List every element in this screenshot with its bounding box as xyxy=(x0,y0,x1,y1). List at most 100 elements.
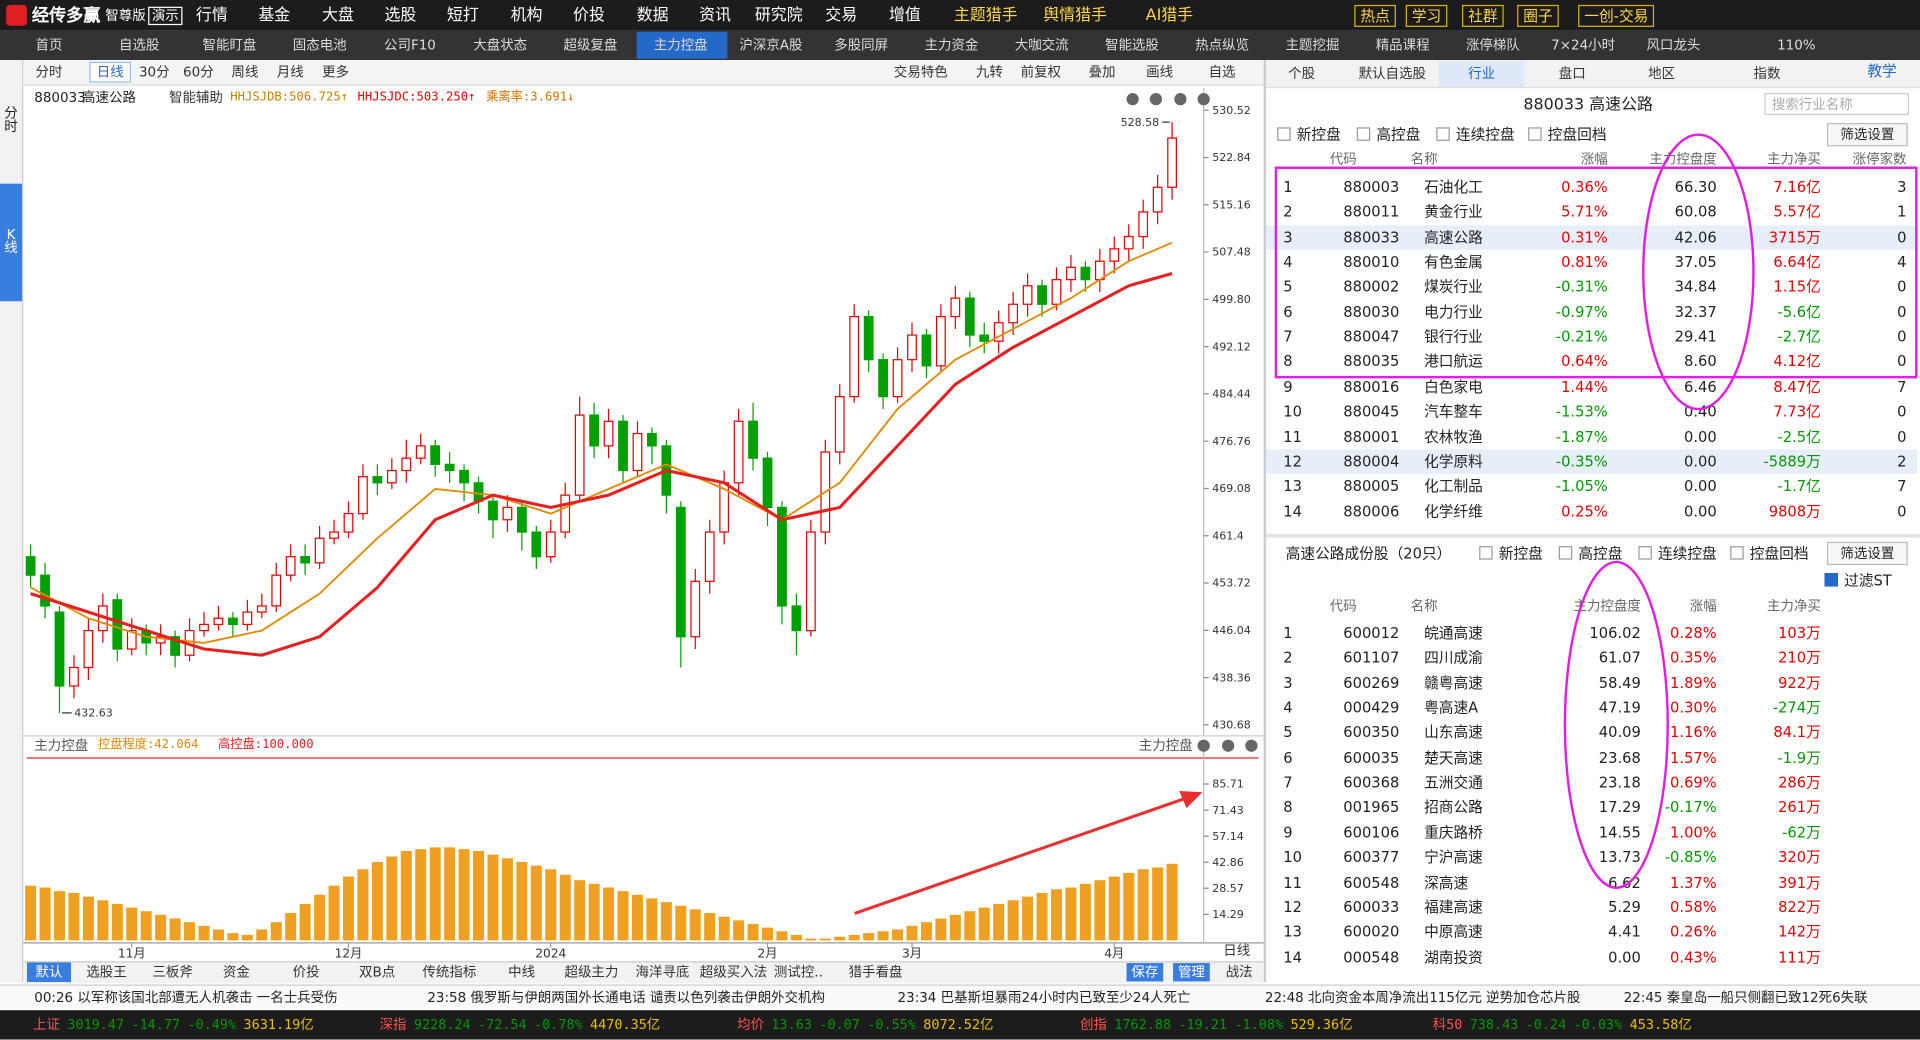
tab[interactable]: 多股同屏 xyxy=(834,37,889,54)
table-cell[interactable]: 深高速 xyxy=(1424,873,1469,891)
tab[interactable]: 大盘状态 xyxy=(473,37,528,54)
index-group[interactable]: 均价 13.63 -0.07 -0.55% 8072.52亿 xyxy=(737,1018,993,1031)
table-cell[interactable]: 湖南投资 xyxy=(1424,948,1483,966)
indicator-tab[interactable]: 中线 xyxy=(508,964,536,981)
menu-item[interactable]: 交易 xyxy=(825,6,858,26)
menu-item[interactable]: 增值 xyxy=(888,6,921,26)
table-cell[interactable]: 楚天高速 xyxy=(1424,749,1483,767)
tab[interactable]: 首页 xyxy=(35,37,63,54)
table-cell[interactable]: 五洲交通 xyxy=(1424,773,1483,792)
table-cell[interactable]: 重庆路桥 xyxy=(1424,823,1483,841)
tab[interactable]: 涨停梯队 xyxy=(1465,37,1520,54)
checkbox-label[interactable]: 新控盘 xyxy=(1498,544,1543,563)
menu-item[interactable]: 选股 xyxy=(384,6,417,26)
index-group[interactable]: 上证 3019.47 -14.77 -0.49% 3631.19亿 xyxy=(33,1018,314,1031)
indicator-tab[interactable]: 默认 xyxy=(35,964,63,981)
menu-item[interactable]: 数据 xyxy=(636,6,669,26)
tab[interactable]: 公司F10 xyxy=(384,37,436,54)
indicator-action[interactable]: 保存 xyxy=(1126,963,1164,982)
indicator-tab[interactable]: 资金 xyxy=(222,964,250,981)
checkbox[interactable] xyxy=(1638,546,1652,560)
menu-button[interactable]: 热点 xyxy=(1354,4,1396,27)
table-cell[interactable]: 银行行业 xyxy=(1424,328,1483,346)
period-button[interactable]: 日线 xyxy=(89,61,132,83)
checkbox[interactable] xyxy=(1436,127,1450,141)
tool-button[interactable]: 叠加 xyxy=(1088,64,1116,81)
menu-item[interactable]: 机构 xyxy=(510,6,543,26)
tab[interactable]: 精品课程 xyxy=(1375,37,1430,54)
news-item[interactable]: 00:26 以军称该国北部遭无人机袭击 一名士兵受伤 xyxy=(34,990,338,1006)
table-cell[interactable]: 皖通高速 xyxy=(1424,624,1483,642)
menu-item[interactable]: AI猎手 xyxy=(1145,6,1194,26)
table-cell[interactable]: 石油化工 xyxy=(1424,178,1483,196)
table-cell[interactable]: 化学原料 xyxy=(1424,452,1483,471)
table-cell[interactable]: 招商公路 xyxy=(1424,798,1483,817)
menu-item[interactable]: 短打 xyxy=(446,6,479,26)
table-cell[interactable]: 福建高速 xyxy=(1424,898,1483,916)
period-button[interactable]: 周线 xyxy=(231,64,259,81)
checkbox[interactable] xyxy=(1558,546,1573,560)
side-tab[interactable]: 分时 xyxy=(4,105,18,135)
tool-button[interactable]: 自选 xyxy=(1208,64,1236,81)
period-button[interactable]: 更多 xyxy=(322,64,349,81)
filter-button[interactable]: 筛选设置 xyxy=(1826,541,1908,566)
index-group[interactable]: 深指 9228.24 -72.54 -0.78% 4470.35亿 xyxy=(380,1018,661,1031)
news-item[interactable]: 23:58 俄罗斯与伊朗两国外长通电话 谴责以色列袭击伊朗外交机构 xyxy=(427,990,825,1006)
indicator-tab[interactable]: 双B点 xyxy=(359,964,396,981)
tool-button[interactable]: 交易特色 xyxy=(893,64,948,81)
menu-item[interactable]: 价投 xyxy=(573,6,605,26)
checkbox-label[interactable]: 连续控盘 xyxy=(1657,544,1717,563)
table-cell[interactable]: 宁沪高速 xyxy=(1424,848,1483,866)
news-item[interactable]: 23:34 巴基斯坦暴雨24小时内已致至少24人死亡 xyxy=(897,990,1191,1006)
table-cell[interactable]: 白色家电 xyxy=(1424,378,1483,396)
indicator-tab[interactable]: 选股王 xyxy=(86,964,127,981)
right-tab[interactable]: 个股 xyxy=(1288,65,1316,82)
search-box[interactable]: 搜索行业名称 xyxy=(1764,93,1909,116)
checkbox-label[interactable]: 高控盘 xyxy=(1376,126,1421,144)
table-cell[interactable]: 四川成渝 xyxy=(1424,649,1483,667)
indicator-tab[interactable]: 海洋寻底 xyxy=(635,964,690,981)
tab[interactable]: 智能盯盘 xyxy=(202,37,257,54)
index-group[interactable]: 科50 738.43 -0.24 -0.03% 453.58亿 xyxy=(1433,1018,1692,1031)
tab[interactable]: 7×24小时 xyxy=(1551,37,1616,54)
table-cell[interactable]: 有色金属 xyxy=(1424,253,1483,271)
checkbox-label[interactable]: 高控盘 xyxy=(1578,544,1623,563)
tab[interactable]: 超级复盘 xyxy=(563,37,618,54)
table-cell[interactable]: 中原高速 xyxy=(1424,923,1483,941)
tab[interactable]: 主力控盘 xyxy=(653,37,708,54)
indicator-action[interactable]: 管理 xyxy=(1173,963,1210,982)
checkbox-label[interactable]: 过滤ST xyxy=(1844,571,1892,589)
table-cell[interactable]: 港口航运 xyxy=(1424,353,1483,371)
menu-button[interactable]: 学习 xyxy=(1405,4,1448,27)
period-button[interactable]: 月线 xyxy=(276,64,304,81)
indicator-tab[interactable]: 价投 xyxy=(292,964,320,981)
tab[interactable]: 自选股 xyxy=(119,37,160,54)
right-tab[interactable]: 地区 xyxy=(1648,65,1676,82)
menu-item[interactable]: 基金 xyxy=(258,6,291,26)
tab[interactable]: 大咖交流 xyxy=(1014,37,1069,54)
checkbox[interactable] xyxy=(1479,546,1493,560)
checkbox-label[interactable]: 控盘回档 xyxy=(1749,544,1809,563)
table-cell[interactable]: 煤炭行业 xyxy=(1424,278,1483,296)
checkbox-label[interactable]: 新控盘 xyxy=(1296,126,1341,144)
tab[interactable]: 风口龙头 xyxy=(1646,37,1701,54)
checkbox-label[interactable]: 连续控盘 xyxy=(1455,126,1515,144)
tab[interactable]: 主力资金 xyxy=(924,37,979,54)
checkbox[interactable] xyxy=(1356,127,1371,141)
table-cell[interactable]: 粤高速A xyxy=(1424,699,1479,717)
period-button[interactable]: 30分 xyxy=(138,64,170,81)
right-tab[interactable]: 指数 xyxy=(1753,65,1781,82)
checkbox[interactable] xyxy=(1824,573,1838,587)
tool-button[interactable]: 九转 xyxy=(975,64,1003,81)
tab[interactable]: 主题挖掘 xyxy=(1285,37,1340,54)
checkbox[interactable] xyxy=(1730,546,1744,560)
table-cell[interactable]: 赣粤高速 xyxy=(1424,674,1483,692)
checkbox[interactable] xyxy=(1528,127,1542,141)
demo-badge[interactable]: 演示 xyxy=(148,6,183,26)
assist[interactable]: 智能辅助 xyxy=(168,90,223,106)
table-cell[interactable]: 化学纤维 xyxy=(1424,502,1483,520)
tab[interactable]: 热点纵览 xyxy=(1195,37,1250,54)
menu-button[interactable]: 社群 xyxy=(1462,4,1504,27)
index-group[interactable]: 创指 1762.88 -19.21 -1.08% 529.36亿 xyxy=(1080,1018,1353,1031)
right-tab[interactable]: 行业 xyxy=(1468,65,1496,82)
